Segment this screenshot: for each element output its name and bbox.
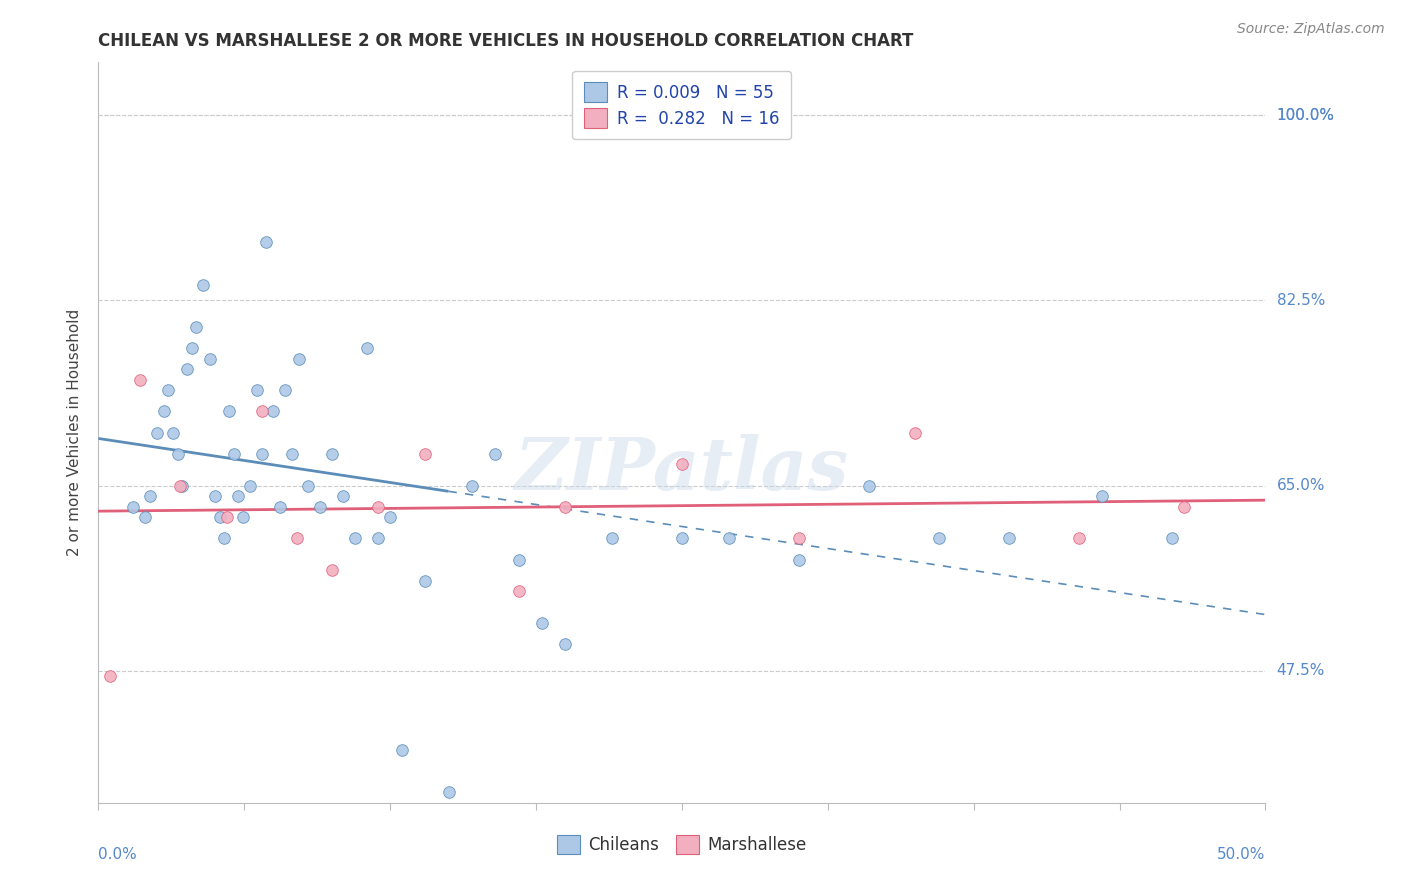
Point xyxy=(274,384,297,398)
Point xyxy=(281,447,304,461)
Text: 82.5%: 82.5% xyxy=(1277,293,1324,308)
Point xyxy=(200,351,222,366)
Point xyxy=(356,341,378,355)
Point xyxy=(246,384,269,398)
Point xyxy=(176,362,198,376)
Point xyxy=(250,404,273,418)
Point xyxy=(166,447,188,461)
Point xyxy=(288,351,311,366)
Point xyxy=(285,532,308,546)
Point xyxy=(1091,489,1114,503)
Point xyxy=(228,489,250,503)
Point xyxy=(928,532,950,546)
Point xyxy=(186,319,208,334)
Point xyxy=(1173,500,1195,514)
Point xyxy=(98,669,121,683)
Point xyxy=(904,425,927,440)
Point xyxy=(218,404,240,418)
Point xyxy=(367,532,389,546)
Text: ZIPatlas: ZIPatlas xyxy=(515,434,849,505)
Point xyxy=(997,532,1019,546)
Text: 47.5%: 47.5% xyxy=(1277,663,1324,678)
Point xyxy=(297,478,319,492)
Point xyxy=(413,447,436,461)
Point xyxy=(215,510,238,524)
Point xyxy=(214,532,236,546)
Point xyxy=(344,532,367,546)
Point xyxy=(858,478,880,492)
Point xyxy=(139,489,162,503)
Point xyxy=(671,458,693,472)
Y-axis label: 2 or more Vehicles in Household: 2 or more Vehicles in Household xyxy=(67,309,83,557)
Text: 65.0%: 65.0% xyxy=(1277,478,1324,493)
Point xyxy=(508,584,530,599)
Point xyxy=(508,552,530,566)
Point xyxy=(437,785,460,799)
Point xyxy=(180,341,202,355)
Point xyxy=(256,235,278,250)
Point xyxy=(222,447,245,461)
Point xyxy=(204,489,226,503)
Point xyxy=(269,500,291,514)
Point xyxy=(367,500,389,514)
Point xyxy=(1161,532,1184,546)
Point xyxy=(321,563,343,577)
Point xyxy=(172,478,194,492)
Point xyxy=(122,500,145,514)
Point xyxy=(484,447,506,461)
Point xyxy=(193,277,215,292)
Point xyxy=(146,425,169,440)
Point xyxy=(391,743,413,757)
Text: 0.0%: 0.0% xyxy=(98,847,138,863)
Point xyxy=(129,373,152,387)
Point xyxy=(380,510,402,524)
Point xyxy=(250,447,273,461)
Point xyxy=(208,510,231,524)
Point xyxy=(600,532,623,546)
Text: Source: ZipAtlas.com: Source: ZipAtlas.com xyxy=(1237,22,1385,37)
Point xyxy=(239,478,262,492)
Text: 100.0%: 100.0% xyxy=(1277,108,1334,123)
Point xyxy=(787,552,810,566)
Point xyxy=(671,532,693,546)
Point xyxy=(461,478,484,492)
Point xyxy=(321,447,343,461)
Point xyxy=(134,510,156,524)
Legend: Chileans, Marshallese: Chileans, Marshallese xyxy=(550,829,814,861)
Point xyxy=(332,489,354,503)
Point xyxy=(157,384,180,398)
Point xyxy=(152,404,174,418)
Point xyxy=(554,637,576,651)
Point xyxy=(787,532,810,546)
Point xyxy=(309,500,332,514)
Text: 50.0%: 50.0% xyxy=(1218,847,1265,863)
Point xyxy=(530,615,553,630)
Text: 100.0%: 100.0% xyxy=(1277,108,1334,123)
Point xyxy=(717,532,740,546)
Point xyxy=(413,574,436,588)
Text: CHILEAN VS MARSHALLESE 2 OR MORE VEHICLES IN HOUSEHOLD CORRELATION CHART: CHILEAN VS MARSHALLESE 2 OR MORE VEHICLE… xyxy=(98,32,914,50)
Point xyxy=(262,404,284,418)
Point xyxy=(1067,532,1090,546)
Point xyxy=(232,510,254,524)
Point xyxy=(162,425,184,440)
Point xyxy=(169,478,191,492)
Point xyxy=(554,500,576,514)
